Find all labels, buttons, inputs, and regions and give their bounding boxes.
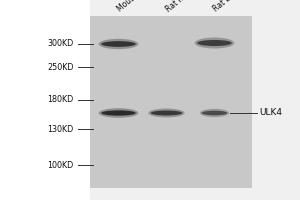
Ellipse shape bbox=[148, 108, 184, 117]
Ellipse shape bbox=[99, 108, 138, 118]
Ellipse shape bbox=[200, 109, 229, 117]
Text: 300KD: 300KD bbox=[47, 40, 74, 48]
Text: 250KD: 250KD bbox=[47, 62, 74, 72]
Ellipse shape bbox=[101, 41, 136, 47]
Text: 180KD: 180KD bbox=[47, 96, 74, 104]
Ellipse shape bbox=[151, 111, 182, 115]
Ellipse shape bbox=[197, 40, 232, 46]
Ellipse shape bbox=[101, 110, 136, 116]
Text: ULK4: ULK4 bbox=[260, 108, 283, 117]
Text: Mouse brain: Mouse brain bbox=[116, 0, 158, 14]
Ellipse shape bbox=[99, 39, 138, 49]
Ellipse shape bbox=[202, 111, 227, 115]
Text: Rat brain: Rat brain bbox=[212, 0, 245, 14]
Text: Rat lung: Rat lung bbox=[164, 0, 194, 14]
FancyBboxPatch shape bbox=[0, 0, 90, 200]
Text: 130KD: 130KD bbox=[47, 124, 74, 134]
Text: 100KD: 100KD bbox=[47, 160, 74, 170]
FancyBboxPatch shape bbox=[90, 16, 252, 188]
Ellipse shape bbox=[195, 38, 234, 48]
